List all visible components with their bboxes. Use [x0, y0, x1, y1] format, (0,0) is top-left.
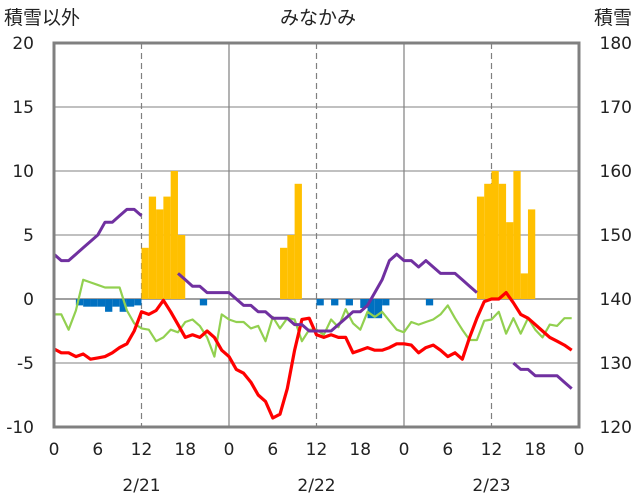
left-tick-label: 5 — [23, 226, 34, 246]
sunshine-bar — [316, 299, 324, 306]
x-tick-label: 6 — [267, 440, 278, 460]
snowfall-bar — [148, 196, 157, 299]
sunshine-bar — [425, 299, 434, 306]
day-label: 2/23 — [472, 476, 510, 496]
x-tick-label: 18 — [524, 440, 546, 460]
snowfall-bar — [484, 183, 492, 299]
snowfall-bar — [141, 247, 149, 299]
x-tick-label: 0 — [224, 440, 235, 460]
snowfall-bar — [177, 235, 186, 299]
x-tick-label: 12 — [306, 440, 328, 460]
lines — [53, 207, 573, 420]
sunshine-bar — [199, 299, 208, 306]
x-tick-label: 0 — [49, 440, 60, 460]
left-tick-label: 0 — [23, 290, 34, 310]
left-tick-label: 20 — [12, 34, 34, 54]
right-tick-label: 180 — [600, 34, 632, 54]
right-tick-label: 150 — [600, 226, 632, 246]
snowfall-bar — [520, 273, 528, 299]
x-tick-label: 0 — [399, 440, 410, 460]
day-label: 2/22 — [297, 476, 335, 496]
x-tick-label: 0 — [574, 440, 585, 460]
sunshine-bar — [119, 299, 127, 312]
snowfall-bar — [170, 171, 178, 299]
right-tick-label: 120 — [600, 418, 632, 438]
left-tick-label: -10 — [6, 418, 34, 438]
left-tick-label: 10 — [12, 162, 34, 182]
right-axis-title: 積雪 — [594, 7, 632, 29]
snowfall-bar — [506, 222, 514, 299]
x-tick-label: 6 — [442, 440, 453, 460]
sunshine-bar — [367, 299, 375, 319]
snowfall-bar — [294, 183, 302, 299]
x-tick-label: 12 — [481, 440, 503, 460]
left-tick-label: -5 — [17, 354, 34, 374]
bars — [75, 171, 536, 319]
sunshine-bar — [75, 299, 84, 306]
sunshine-bar — [83, 299, 91, 307]
sunshine-bar — [126, 299, 135, 307]
right-tick-label: 160 — [600, 162, 632, 182]
snowfall-bar — [287, 235, 295, 299]
snow-depth-line-tail — [512, 361, 573, 390]
chart-title: みなかみ — [280, 7, 356, 29]
left-axis-title: 積雪以外 — [4, 7, 80, 29]
snowfall-bar — [280, 247, 288, 299]
sunshine-bar — [345, 299, 353, 306]
x-tick-label: 12 — [131, 440, 153, 460]
sunshine-bar — [134, 299, 142, 306]
sunshine-bar — [382, 299, 390, 306]
sunshine-bar — [97, 299, 106, 307]
snowfall-bar — [491, 171, 499, 299]
sunshine-bar — [105, 299, 113, 312]
snowfall-bar — [476, 196, 485, 299]
temperature-line — [53, 291, 573, 420]
plot-frame — [52, 41, 581, 429]
left-tick-label: 15 — [12, 98, 34, 118]
sunshine-bar — [360, 299, 368, 308]
sunshine-bar — [90, 299, 98, 307]
right-tick-label: 170 — [600, 98, 632, 118]
snowfall-bar — [513, 171, 521, 299]
day-label: 2/21 — [122, 476, 160, 496]
snowfall-bar — [163, 196, 171, 299]
sunshine-bar — [331, 299, 339, 306]
right-tick-label: 140 — [600, 290, 632, 310]
snowfall-bar — [156, 209, 164, 299]
x-tick-label: 6 — [92, 440, 103, 460]
right-tick-label: 130 — [600, 354, 632, 374]
snow-depth-line — [53, 207, 478, 333]
x-tick-label: 18 — [174, 440, 196, 460]
x-tick-label: 18 — [349, 440, 371, 460]
sunshine-bar — [374, 299, 383, 319]
snowfall-bar — [498, 183, 507, 299]
sunshine-bar — [112, 299, 120, 307]
snowfall-bar — [527, 209, 536, 299]
